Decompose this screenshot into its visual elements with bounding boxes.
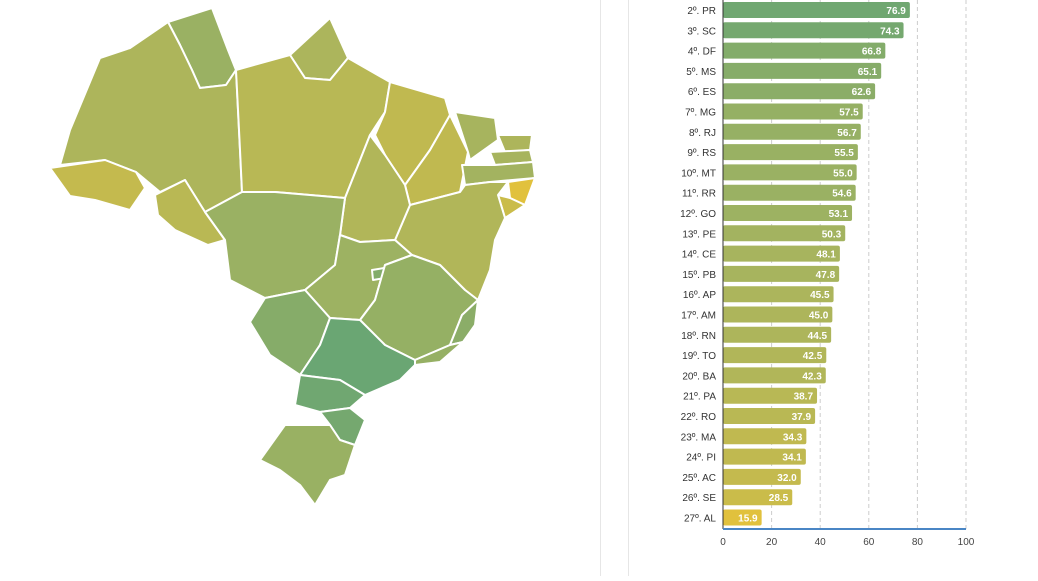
bar[interactable] [723,2,910,18]
category-label: 13º. PE [682,229,716,240]
category-label: 3º. SC [687,26,716,37]
data-label: 53.1 [829,209,849,220]
bar[interactable] [723,62,882,79]
state-rs[interactable] [259,424,356,506]
bar[interactable] [723,103,863,120]
category-label: 9º. RS [687,148,716,159]
category-label: 20º. BA [682,371,716,382]
category-label: 23º. MA [681,432,717,443]
category-label: 6º. ES [688,87,716,98]
bar[interactable] [723,509,762,526]
data-label: 48.1 [816,250,836,261]
category-label: 4º. DF [688,47,716,58]
data-label: 34.1 [782,453,802,464]
data-label: 56.7 [837,128,857,139]
data-label: 45.5 [810,290,830,301]
category-label: 11º. RR [682,189,716,200]
bar[interactable] [723,245,840,262]
data-label: 15.9 [738,514,758,525]
category-label: 27º. AL [684,514,716,525]
category-label: 26º. SE [682,493,716,504]
bar[interactable] [723,184,856,201]
bar[interactable] [723,22,904,39]
data-label: 37.9 [792,412,812,423]
bar[interactable] [723,428,807,445]
category-label: 12º. GO [680,209,716,220]
brazil-choropleth-map [49,7,536,506]
data-label: 65.1 [858,67,878,78]
axis-layer: 0 20 40 60 80 100 [720,0,975,548]
x-tick-label: 0 [720,537,726,548]
data-label: 42.5 [803,351,823,362]
data-label: 45.0 [809,311,829,322]
state-rj[interactable] [414,341,464,366]
category-label: 14º. CE [682,250,717,261]
bar[interactable] [723,408,816,424]
category-label: 8º. RJ [689,128,716,139]
category-label: 15º. PB [682,270,716,281]
state-sp[interactable] [299,317,416,396]
state-es[interactable] [449,299,479,346]
data-label: 47.8 [816,270,836,281]
bar[interactable] [723,42,886,59]
category-label: 17º. AM [681,311,716,322]
category-label: 2º. PR [687,6,716,17]
data-label: 54.6 [832,189,852,200]
data-label: 74.3 [880,26,900,37]
bar[interactable] [723,326,832,343]
bar[interactable] [723,306,833,323]
state-ce[interactable] [454,111,499,161]
data-label: 34.3 [783,432,803,443]
category-label: 25º. AC [682,473,716,484]
category-label: 5º. MS [686,67,716,78]
state-ac[interactable] [49,159,146,211]
data-label: 32.0 [777,473,797,484]
data-label: 57.5 [839,108,859,119]
bar[interactable] [723,265,840,282]
data-label: 55.5 [834,148,854,159]
bar[interactable] [723,225,846,242]
bar[interactable] [723,367,826,384]
map-svg [49,7,536,506]
x-tick-label: 60 [863,537,875,548]
category-label: 18º. RN [681,331,716,342]
bars-layer: 2º. PR 76.9 3º. SC 74.3 4º. DF 66.8 5º. MS 65.1… [680,2,910,526]
data-label: 76.9 [886,6,906,17]
data-label: 62.6 [852,87,872,98]
data-label: 28.5 [769,493,789,504]
chart-frame-line [628,0,629,576]
bar[interactable] [723,468,801,485]
bar[interactable] [723,83,876,100]
category-label: 19º. TO [682,351,716,362]
bar[interactable] [723,489,793,506]
data-label: 66.8 [862,47,882,58]
category-label: 21º. PA [683,392,716,403]
x-tick-label: 80 [912,537,924,548]
bar[interactable] [723,286,834,303]
category-label: 7º. MG [685,108,716,119]
bar[interactable] [723,387,818,404]
data-label: 38.7 [794,392,814,403]
bar[interactable] [723,347,827,364]
category-label: 24º. PI [686,453,716,464]
data-label: 55.0 [833,168,853,179]
category-label: 16º. AP [683,290,716,301]
bar[interactable] [723,205,853,221]
data-label: 50.3 [822,229,842,240]
bar[interactable] [723,123,861,140]
bar[interactable] [723,144,858,161]
data-label: 42.3 [802,371,822,382]
x-tick-label: 40 [815,537,827,548]
panel-divider [600,0,601,576]
x-tick-label: 100 [958,537,975,548]
bar-chart: 2º. PR 76.9 3º. SC 74.3 4º. DF 66.8 5º. MS 65.1… [680,0,975,548]
category-label: 22º. RO [681,412,717,423]
data-label: 44.5 [808,331,828,342]
x-tick-label: 20 [766,537,778,548]
bar[interactable] [723,448,806,465]
state-ro[interactable] [154,179,226,246]
category-label: 10º. MT [681,168,716,179]
bar[interactable] [723,164,857,181]
